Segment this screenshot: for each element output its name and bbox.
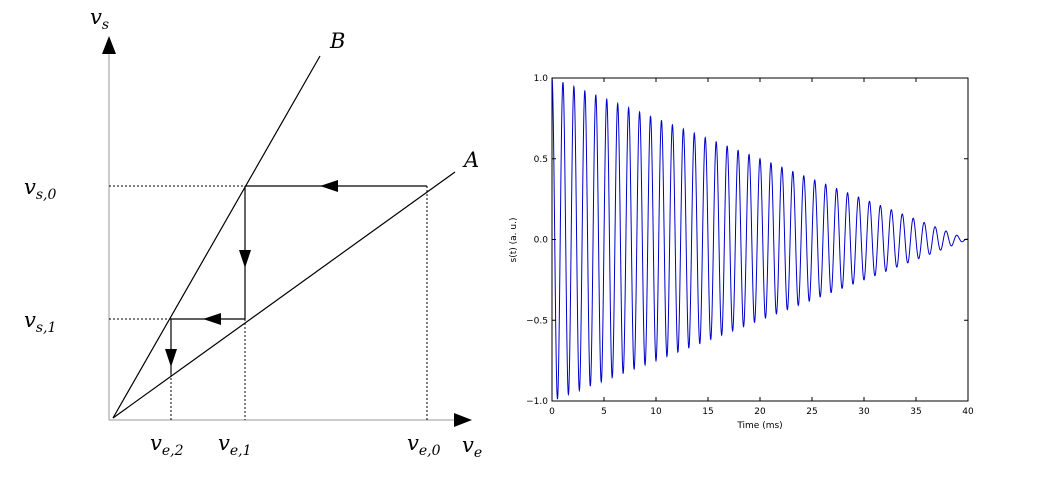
y-ticks: 1.0 0.5 0.0 −0.5 −1.0	[526, 74, 968, 407]
line-b-label: B	[329, 29, 345, 53]
arrow-left-2	[203, 313, 221, 325]
x-tick-label: 35	[910, 407, 921, 417]
tick-ve0: ve,0	[407, 431, 441, 459]
arrow-down-2	[165, 349, 177, 367]
x-tick-label: 15	[702, 407, 713, 417]
y-tick-label: 0.0	[534, 236, 549, 246]
x-tick-label: 40	[962, 407, 974, 417]
y-axis-arrow	[102, 36, 116, 54]
arrow-down-1	[239, 250, 251, 268]
y-axis-title: s(t) (a. u.)	[509, 218, 519, 263]
y-tick-label: 0.5	[534, 155, 548, 165]
x-tick-label: 10	[650, 407, 662, 417]
arrow-left-1	[320, 180, 338, 192]
tick-ve2: ve,2	[150, 431, 184, 459]
y-axis-label: vs	[90, 5, 109, 33]
x-tick-label: 30	[858, 407, 870, 417]
y-tick-label: −0.5	[526, 316, 548, 326]
line-b	[112, 55, 321, 419]
line-a	[112, 171, 456, 419]
y-tick-label: −1.0	[526, 397, 548, 407]
plot-frame	[551, 77, 969, 402]
x-axis-arrow	[454, 413, 472, 427]
line-a-label: A	[462, 148, 479, 172]
x-tick-label: 5	[601, 407, 607, 417]
cobweb-diagram: vs ve B A vs,0 vs,1 ve,2 ve,1 ve,0	[24, 5, 482, 461]
x-axis-title: Time (ms)	[736, 421, 782, 431]
x-ticks: 0 5 10 15 20 25 30 35 40	[549, 78, 974, 417]
tick-ve1: ve,1	[218, 431, 252, 459]
series-line	[552, 78, 968, 400]
tick-vs1: vs,1	[24, 308, 56, 336]
x-tick-label: 0	[549, 407, 555, 417]
y-tick-label: 1.0	[534, 74, 549, 84]
x-tick-label: 20	[754, 407, 766, 417]
x-axis-label: ve	[462, 433, 482, 461]
x-tick-label: 25	[806, 407, 817, 417]
tick-vs0: vs,0	[24, 175, 57, 203]
decay-chart: 0 5 10 15 20 25 30 35 40 1.0 0.5 0.0 −0.5 −1.0 Time …	[509, 74, 974, 431]
